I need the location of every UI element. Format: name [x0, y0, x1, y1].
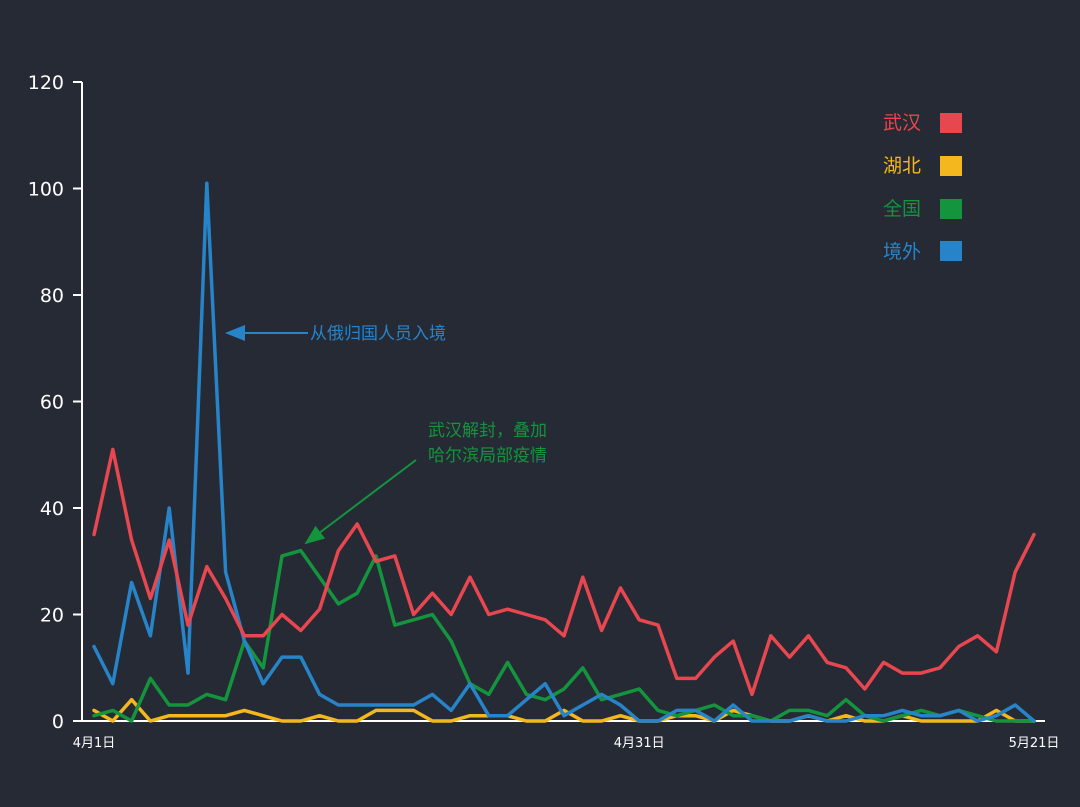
- annotation-text-wuhan-line1: 武汉解封，叠加: [428, 421, 547, 441]
- x-axis: 4月1日 4月31日 5月21日: [73, 720, 1060, 751]
- y-ticks: 0 20 40 60 80 100 120: [28, 72, 82, 733]
- legend-item-overseas: 境外: [883, 241, 962, 263]
- annotation-text-wuhan-line2: 哈尔滨局部疫情: [428, 446, 547, 466]
- legend-label-wuhan: 武汉: [883, 112, 921, 134]
- legend-item-hubei: 湖北: [883, 155, 962, 177]
- y-tick-label: 120: [28, 72, 64, 94]
- legend-swatch-hubei: [940, 156, 962, 176]
- y-tick-label: 100: [28, 179, 64, 201]
- legend-label-national: 全国: [883, 198, 921, 220]
- x-tick-label: 5月21日: [1009, 736, 1060, 751]
- series-line-overseas: [92, 181, 1036, 723]
- y-axis: 0 20 40 60 80 100 120: [28, 72, 83, 733]
- series-lines: [92, 181, 1036, 723]
- legend-item-wuhan: 武汉: [883, 112, 962, 134]
- legend-swatch-overseas: [940, 241, 962, 261]
- series-line-wuhan: [92, 447, 1036, 697]
- annotation-overseas-spike: 从俄归国人员入境: [225, 324, 446, 344]
- legend-item-national: 全国: [883, 198, 962, 220]
- legend-label-overseas: 境外: [883, 241, 921, 263]
- y-tick-label: 40: [40, 498, 64, 520]
- annotation-text-overseas: 从俄归国人员入境: [310, 324, 446, 344]
- legend: 武汉 湖北 全国 境外: [883, 112, 962, 263]
- x-tick-label: 4月1日: [73, 736, 116, 751]
- annotation-arrow-green: [304, 459, 417, 545]
- legend-label-hubei: 湖北: [883, 155, 921, 177]
- legend-swatch-wuhan: [940, 113, 962, 133]
- x-tick-label: 4月31日: [614, 736, 665, 751]
- annotation-wuhan-unlock: 武汉解封，叠加 哈尔滨局部疫情: [304, 421, 547, 545]
- x-ticks: 4月1日 4月31日 5月21日: [73, 736, 1060, 751]
- y-tick-label: 0: [52, 711, 64, 733]
- legend-swatch-national: [940, 199, 962, 219]
- y-tick-label: 80: [40, 285, 64, 307]
- y-tick-label: 20: [40, 605, 64, 627]
- y-tick-label: 60: [40, 392, 64, 414]
- series-line-national: [92, 548, 1036, 723]
